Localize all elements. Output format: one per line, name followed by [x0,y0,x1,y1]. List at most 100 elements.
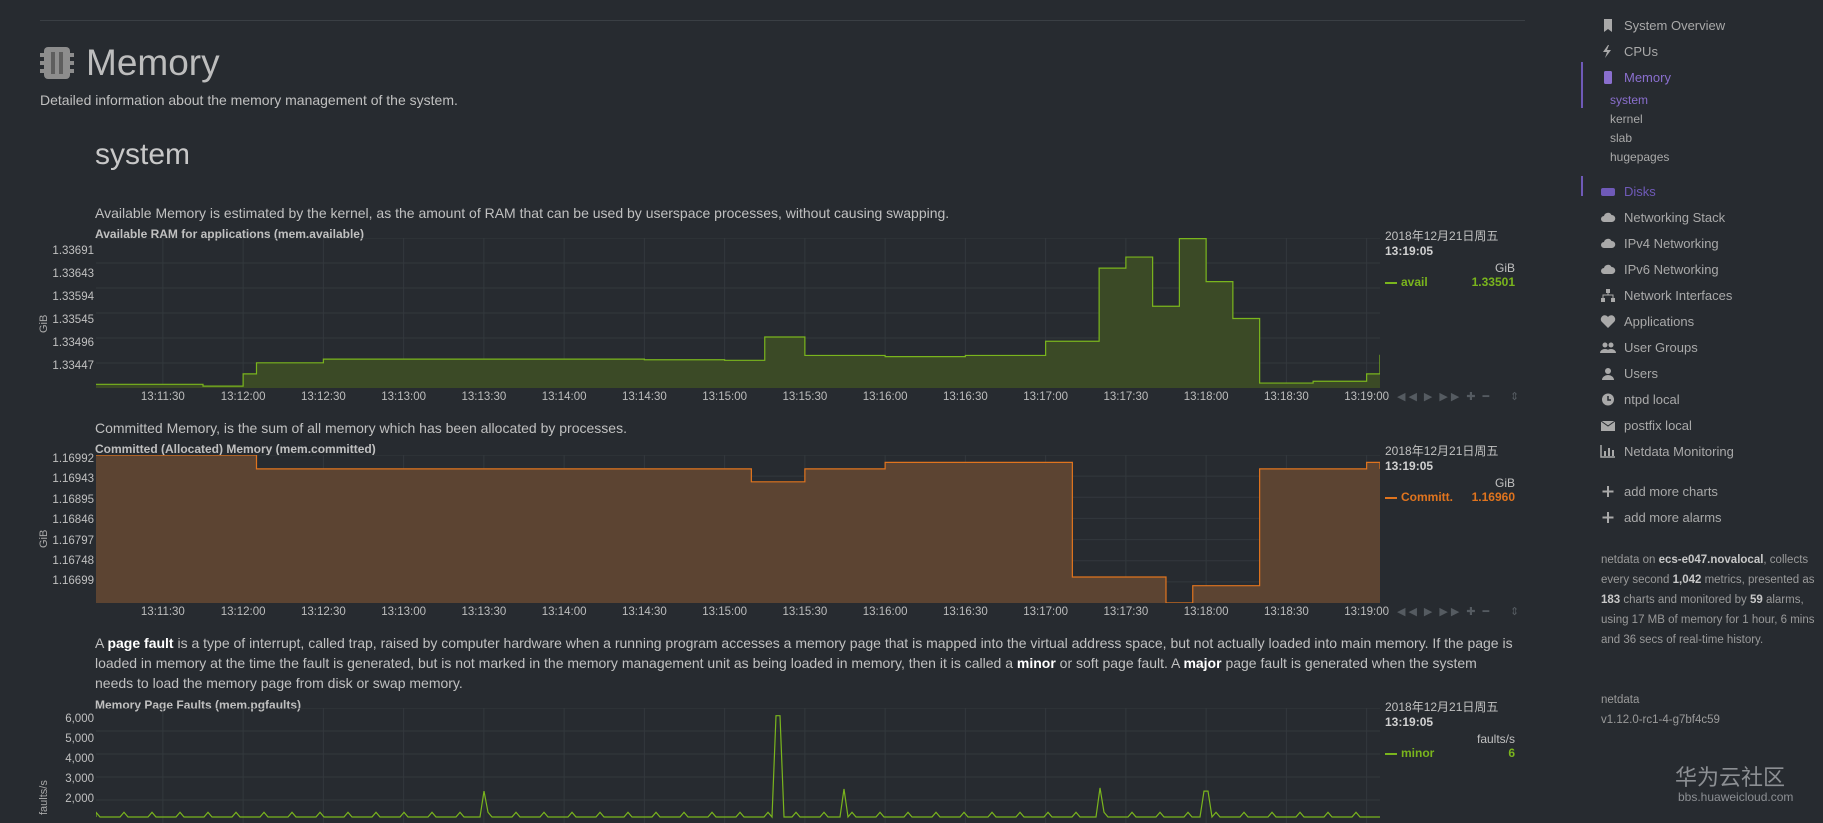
zoom-out-icon[interactable]: ━ [1482,391,1493,403]
cloud-icon [1601,212,1616,222]
zoom-in-icon[interactable]: ✚ [1466,391,1479,403]
pan-left-icon[interactable]: ◀◀ [1397,606,1420,618]
sidebar-item-label: User Groups [1624,339,1698,355]
legend-available: 2018年12月21日周五 13:19:05 GiB avail 1.33501 [1385,227,1515,289]
sidebar-item-user-groups[interactable]: User Groups [1600,334,1820,360]
add-more-charts-link[interactable]: add more charts [1600,478,1820,504]
sidebar-item-ipv4[interactable]: IPv4 Networking [1600,230,1820,256]
y-tick-label: 1.16943 [52,473,94,486]
x-tick-label: 13:18:00 [1183,606,1229,618]
y-unit-committed: GiB [38,529,50,548]
y-tick-label: 1.33594 [52,290,94,303]
chart-committed[interactable] [96,455,1380,603]
sidebar-subitem-hugepages[interactable]: hugepages [1610,149,1670,164]
y-unit-available: GiB [38,314,50,333]
version-name: netdata [1601,694,1640,706]
pan-right-icon[interactable]: ▶▶ [1439,391,1463,403]
chart-pgfaults[interactable] [96,708,1380,823]
pan-left-icon[interactable]: ◀◀ [1397,391,1420,403]
series-line-minor [96,715,1380,819]
sidebar-item-applications[interactable]: Applications [1600,308,1820,334]
sidebar-subitem-kernel[interactable]: kernel [1610,111,1643,126]
page-title: Memory [86,42,220,83]
sidebar-item-networking-stack[interactable]: Networking Stack [1600,204,1820,230]
sidebar-item-label: Users [1624,365,1658,381]
x-tick-label: 13:15:30 [782,391,828,403]
add-alarms-label: add more alarms [1624,509,1722,525]
play-icon[interactable]: ▶ [1423,606,1436,618]
active-indicator [1581,176,1583,196]
chart-controls-available: ◀◀ ▶ ▶▶ ✚ ━ [1397,390,1496,403]
x-tick-label: 13:14:00 [541,391,587,403]
y-tick-label: 1.16797 [52,534,94,547]
play-icon[interactable]: ▶ [1423,391,1436,403]
sidebar-item-label: Memory [1624,69,1671,85]
legend-date: 2018年12月21日周五 [1385,229,1499,243]
active-indicator [1581,62,1583,108]
watermark-url: bbs.huaweicloud.com [1678,790,1794,804]
y-tick-label: 1.16992 [52,453,94,465]
y-tick-label: 1.16846 [52,514,94,527]
users-icon [1600,342,1616,353]
user-icon [1602,367,1614,380]
resize-handle-icon[interactable]: ⇕ [1510,391,1520,403]
chart-available[interactable] [96,238,1380,388]
y-tick-label: 1.33496 [52,336,94,349]
sidebar-item-ntpd[interactable]: ntpd local [1600,386,1820,412]
sidebar-item-memory[interactable]: Memory [1600,64,1820,90]
pan-right-icon[interactable]: ▶▶ [1439,606,1463,618]
sidebar-item-disks[interactable]: Disks [1600,178,1820,204]
sidebar-item-label: CPUs [1624,43,1658,59]
sidebar-spacer [1600,166,1820,178]
watermark-brand: 华为云社区 [1675,765,1786,790]
cloud-icon [1601,238,1616,248]
heartbeat-icon [1600,314,1616,328]
sidebar-item-label: IPv6 Networking [1624,261,1719,277]
desc-text: is a type of interrupt, called trap, rai… [95,635,1513,671]
resize-handle-icon[interactable]: ⇕ [1510,606,1520,618]
y-tick-label: 6,000 [65,713,94,725]
legend-series-avail[interactable]: avail 1.33501 [1385,275,1515,289]
zoom-out-icon[interactable]: ━ [1482,606,1493,618]
sidebar-item-label: IPv4 Networking [1624,235,1719,251]
sidebar-item-users[interactable]: Users [1600,360,1820,386]
legend-time: 13:19:05 [1385,715,1434,729]
info-alarms: 59 [1749,594,1763,606]
x-tick-label: 13:18:30 [1263,391,1309,403]
sidebar-subitem-slab[interactable]: slab [1610,130,1633,145]
x-tick-label: 13:17:00 [1023,391,1069,403]
desc-bold-minor: minor [1016,655,1056,671]
y-tick-label: 1.16748 [52,555,94,567]
info-text: metrics, presented as [1701,574,1815,586]
legend-series-minor[interactable]: minor 6 [1385,746,1515,760]
zoom-in-icon[interactable]: ✚ [1466,606,1479,618]
chart-description-available: Available Memory is estimated by the ker… [95,205,950,221]
x-tick-label: 13:17:30 [1103,391,1149,403]
sidebar-item-system-overview[interactable]: System Overview [1600,12,1820,38]
page-subtitle: Detailed information about the memory ma… [40,92,458,108]
desc-bold-page-fault: page fault [107,635,174,651]
x-tick-label: 13:16:30 [942,606,988,618]
x-tick-label: 13:12:00 [220,606,266,618]
info-metrics: 1,042 [1672,574,1702,586]
y-tick-label: 2,000 [65,793,94,805]
sidebar-item-ipv6[interactable]: IPv6 Networking [1600,256,1820,282]
sidebar-item-netdata-monitoring[interactable]: Netdata Monitoring [1600,438,1820,464]
chart-controls-committed: ◀◀ ▶ ▶▶ ✚ ━ [1397,605,1496,618]
info-text: alarms, using 17 MB of memory for 1 hour… [1601,594,1815,646]
add-more-alarms-link[interactable]: add more alarms [1600,504,1820,530]
info-charts: 183 [1601,594,1621,606]
x-tick-label: 13:15:00 [702,606,748,618]
sidebar-subitem-system[interactable]: system [1610,92,1649,107]
legend-series-name: minor [1385,746,1434,760]
legend-series-committed[interactable]: Committ. 1.16960 [1385,490,1515,504]
x-tick-label: 13:13:00 [381,606,427,618]
sidebar-item-network-interfaces[interactable]: Network Interfaces [1600,282,1820,308]
legend-time: 13:19:05 [1385,459,1434,473]
sidebar-item-postfix[interactable]: postfix local [1600,412,1820,438]
sidebar-item-cpus[interactable]: CPUs [1600,38,1820,64]
legend-committed: 2018年12月21日周五 13:19:05 GiB Committ. 1.16… [1385,442,1515,504]
y-unit-pgfaults: faults/s [38,780,50,815]
sidebar-item-label: System Overview [1624,17,1726,33]
add-charts-label: add more charts [1624,483,1718,499]
